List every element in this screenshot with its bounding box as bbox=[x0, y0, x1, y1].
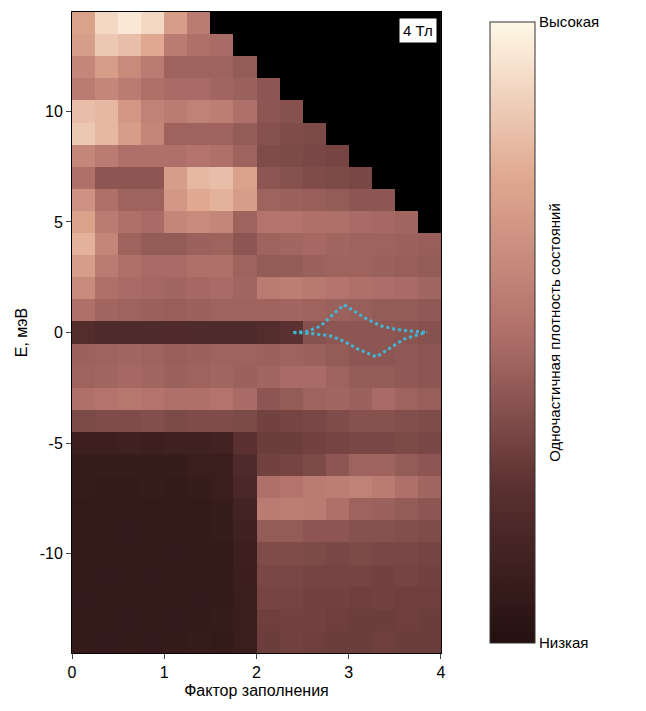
svg-text:10: 10 bbox=[45, 103, 63, 120]
svg-text:0: 0 bbox=[68, 664, 77, 681]
svg-text:5: 5 bbox=[54, 214, 63, 231]
svg-text:Фактор заполнения: Фактор заполнения bbox=[184, 682, 329, 699]
svg-text:Высокая: Высокая bbox=[539, 13, 599, 30]
svg-text:4: 4 bbox=[436, 664, 445, 681]
svg-text:-10: -10 bbox=[40, 545, 63, 562]
svg-text:0: 0 bbox=[54, 324, 63, 341]
svg-text:2: 2 bbox=[252, 664, 261, 681]
svg-text:4 Тл: 4 Тл bbox=[403, 22, 433, 39]
svg-text:E, мэВ: E, мэВ bbox=[13, 308, 30, 357]
svg-text:3: 3 bbox=[344, 664, 353, 681]
svg-text:Низкая: Низкая bbox=[539, 634, 588, 651]
svg-text:-5: -5 bbox=[49, 435, 63, 452]
svg-text:Одночастичная плотность состоя: Одночастичная плотность состояний bbox=[546, 203, 563, 462]
svg-text:1: 1 bbox=[160, 664, 169, 681]
